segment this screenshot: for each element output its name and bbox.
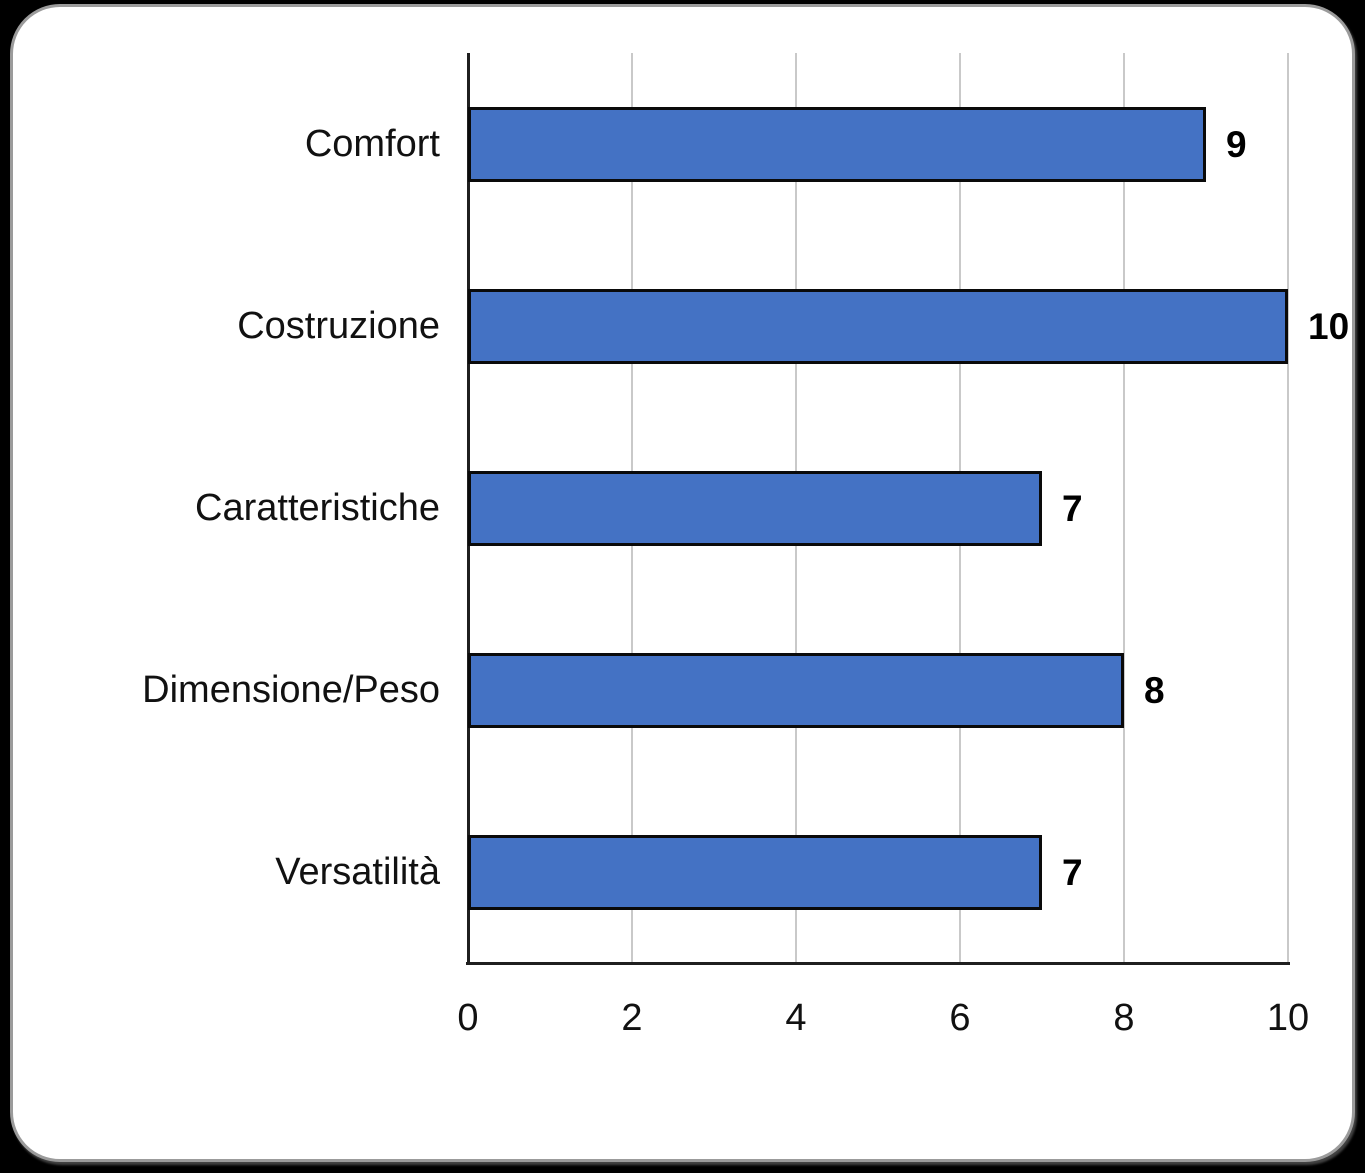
gridline-x-10 (1287, 53, 1289, 963)
bar (468, 834, 1042, 910)
bar (468, 470, 1042, 546)
gridline-x-8 (1123, 53, 1125, 963)
category-label: Caratteristiche (195, 486, 440, 529)
x-tick-label: 8 (1113, 997, 1135, 1039)
bar (468, 106, 1206, 182)
x-tick-label: 2 (621, 997, 643, 1039)
data-label: 9 (1226, 123, 1247, 165)
category-label: Comfort (304, 122, 440, 165)
chart-card: Comfort 9 Costruzione 10 Caratteristiche 7 Dim… (10, 4, 1355, 1162)
data-label: 8 (1144, 669, 1165, 711)
x-tick-label: 4 (785, 997, 807, 1039)
bar (468, 652, 1124, 728)
x-axis-line (466, 962, 1290, 965)
x-tick-label: 10 (1266, 997, 1310, 1039)
bar (468, 288, 1288, 364)
category-label: Costruzione (237, 304, 440, 347)
data-label: 10 (1308, 305, 1350, 347)
category-label: Versatilità (275, 850, 440, 893)
data-label: 7 (1062, 487, 1083, 529)
category-label: Dimensione/Peso (142, 668, 440, 711)
plot-area: Comfort 9 Costruzione 10 Caratteristiche 7 Dim… (13, 7, 1352, 1159)
x-tick-label: 6 (949, 997, 971, 1039)
data-label: 7 (1062, 851, 1083, 893)
x-tick-label: 0 (457, 997, 479, 1039)
